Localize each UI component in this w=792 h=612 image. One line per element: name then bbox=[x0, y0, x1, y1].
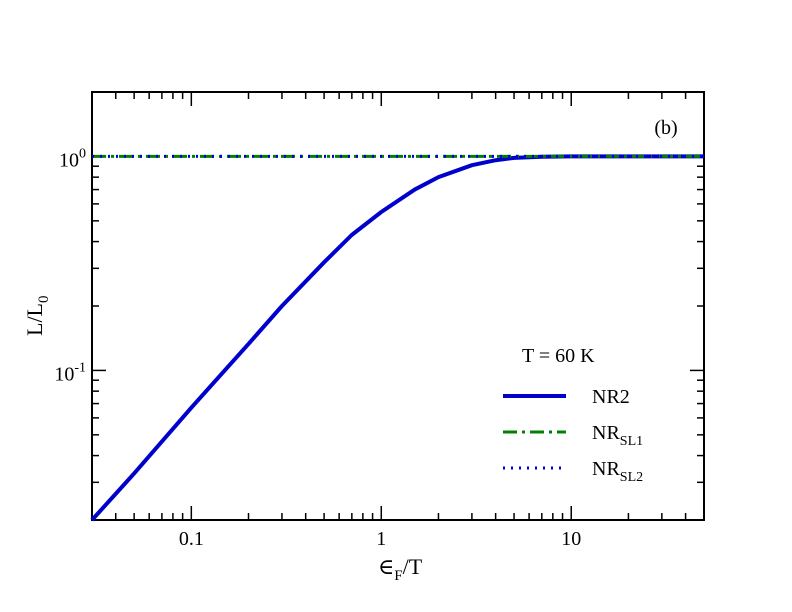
axis-ticks bbox=[91, 91, 705, 521]
y-axis-label-main: L/L bbox=[22, 303, 47, 336]
x-axis-label-tail: /T bbox=[403, 554, 423, 579]
legend-label-nr2: NR2 bbox=[592, 386, 630, 408]
y-tick-label-exp: 0 bbox=[79, 146, 86, 161]
legend-label-nrsl1: NRSL1 bbox=[592, 422, 643, 449]
y-tick-label-base: 10 bbox=[54, 363, 74, 385]
series-lines bbox=[90, 154, 704, 522]
x-axis-label-sub: F bbox=[394, 568, 402, 584]
x-axis-label: ∈F/T bbox=[378, 554, 423, 584]
y-tick-label: 10-1 bbox=[54, 360, 86, 385]
legend-title: T = 60 K bbox=[522, 345, 595, 367]
legend-label-main: NR2 bbox=[592, 386, 630, 408]
y-tick-label-exp: -1 bbox=[74, 360, 86, 375]
y-axis-label: L/L0 bbox=[22, 296, 52, 337]
legend-label-main: NR bbox=[592, 422, 620, 444]
panel-label: (b) bbox=[654, 117, 677, 139]
legend-label-sub: SL1 bbox=[620, 434, 643, 449]
y-tick-label-base: 10 bbox=[59, 149, 79, 171]
x-axis-label-main: ∈ bbox=[378, 554, 394, 579]
legend-label-nrsl2: NRSL2 bbox=[592, 458, 643, 485]
legend-label-main: NR bbox=[592, 458, 620, 480]
legend-label-sub: SL2 bbox=[620, 470, 643, 485]
x-tick-labels: 0.1 1 10 bbox=[179, 528, 581, 550]
y-axis-label-sub: 0 bbox=[36, 296, 52, 304]
x-tick-label: 0.1 bbox=[179, 528, 204, 550]
y-tick-label: 100 bbox=[59, 146, 86, 171]
x-tick-label: 1 bbox=[376, 528, 386, 550]
x-tick-label: 10 bbox=[561, 528, 581, 550]
